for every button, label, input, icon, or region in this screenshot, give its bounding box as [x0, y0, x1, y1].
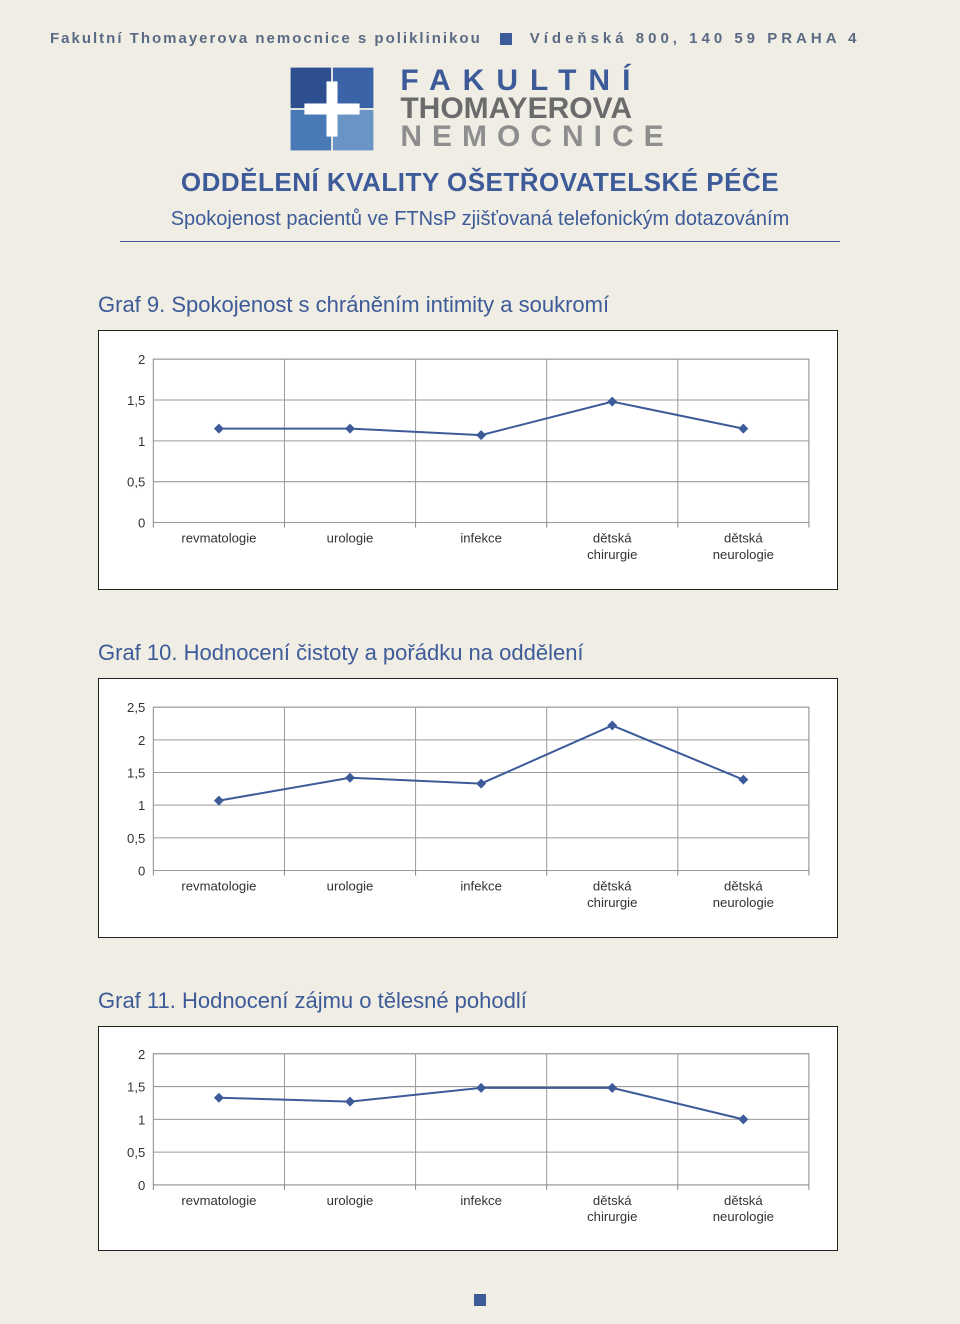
document-header: Fakultní Thomayerova nemocnice s polikli… [50, 30, 910, 47]
charts-container: Graf 9. Spokojenost s chráněním intimity… [50, 292, 910, 1251]
y-tick-label: 1 [138, 1112, 145, 1127]
header-address: Vídeňská 800, 140 59 PRAHA 4 [530, 30, 861, 47]
header-square-icon [500, 33, 512, 45]
chart-svg: 0 0,5 1 1,5 2 revmatologie urologie infekce děts… [113, 345, 819, 575]
y-tick-label: 1 [138, 434, 145, 449]
x-category-label: infekce [460, 879, 502, 894]
chart-svg: 0 0,5 1 1,5 2 revmatologie urologie infekce děts… [113, 1041, 819, 1236]
section-title: ODDĚLENÍ KVALITY OŠETŘOVATELSKÉ PÉČE [50, 167, 910, 198]
x-category-label: urologie [327, 531, 374, 546]
x-category-label: dětská [593, 879, 632, 894]
y-tick-label: 2,5 [127, 700, 145, 715]
x-category-label: dětská [724, 1193, 763, 1208]
x-category-label: dětská [724, 531, 763, 546]
y-tick-label: 2 [138, 352, 145, 367]
chart-box: 0 0,5 1 1,5 2 revmatologie urologie infekce děts… [98, 1026, 838, 1251]
x-category-label: revmatologie [181, 1193, 256, 1208]
x-category-label: dětská [724, 879, 763, 894]
y-tick-label: 0,5 [127, 831, 145, 846]
y-tick-label: 2 [138, 733, 145, 748]
x-category-label: revmatologie [181, 531, 256, 546]
x-category-label: dětská [593, 531, 632, 546]
x-category-label: urologie [327, 879, 374, 894]
chart-box: 0 0,5 1 1,5 2 revmatologie urologie infekce děts… [98, 330, 838, 590]
y-tick-label: 2 [138, 1047, 145, 1062]
x-category-label: chirurgie [587, 1209, 637, 1224]
y-tick-label: 1,5 [127, 766, 145, 781]
x-category-label: chirurgie [587, 895, 637, 910]
y-tick-label: 0 [138, 1178, 145, 1193]
y-tick-label: 1 [138, 798, 145, 813]
x-category-label: neurologie [713, 1209, 774, 1224]
x-category-label: revmatologie [181, 879, 256, 894]
section-subtitle: Spokojenost pacientů ve FTNsP zjišťovaná… [120, 208, 840, 242]
x-category-label: urologie [327, 1193, 374, 1208]
header-org: Fakultní Thomayerova nemocnice s polikli… [50, 30, 482, 47]
logo-text: FAKULTNÍ THOMAYEROVA NEMOCNICE [400, 66, 673, 152]
x-category-label: chirurgie [587, 547, 637, 562]
x-category-label: neurologie [713, 547, 774, 562]
y-tick-label: 0 [138, 864, 145, 879]
y-tick-label: 1,5 [127, 393, 145, 408]
y-tick-label: 0,5 [127, 1145, 145, 1160]
footer-square-icon [474, 1294, 486, 1306]
y-tick-label: 1,5 [127, 1080, 145, 1095]
y-tick-label: 0,5 [127, 475, 145, 490]
chart-title: Graf 10. Hodnocení čistoty a pořádku na … [98, 640, 910, 666]
logo-block: FAKULTNÍ THOMAYEROVA NEMOCNICE [50, 63, 910, 155]
chart-title: Graf 9. Spokojenost s chráněním intimity… [98, 292, 910, 318]
logo-line3: NEMOCNICE [400, 122, 673, 152]
y-tick-label: 0 [138, 516, 145, 531]
x-category-label: infekce [460, 1193, 502, 1208]
chart-title: Graf 11. Hodnocení zájmu o tělesné pohod… [98, 988, 910, 1014]
logo-icon [286, 63, 378, 155]
x-category-label: infekce [460, 531, 502, 546]
x-category-label: neurologie [713, 895, 774, 910]
chart-box: 0 0,5 1 1,5 2 2,5 revmatologie urologie infekce d… [98, 678, 838, 938]
chart-svg: 0 0,5 1 1,5 2 2,5 revmatologie urologie infekce d… [113, 693, 819, 923]
x-category-label: dětská [593, 1193, 632, 1208]
